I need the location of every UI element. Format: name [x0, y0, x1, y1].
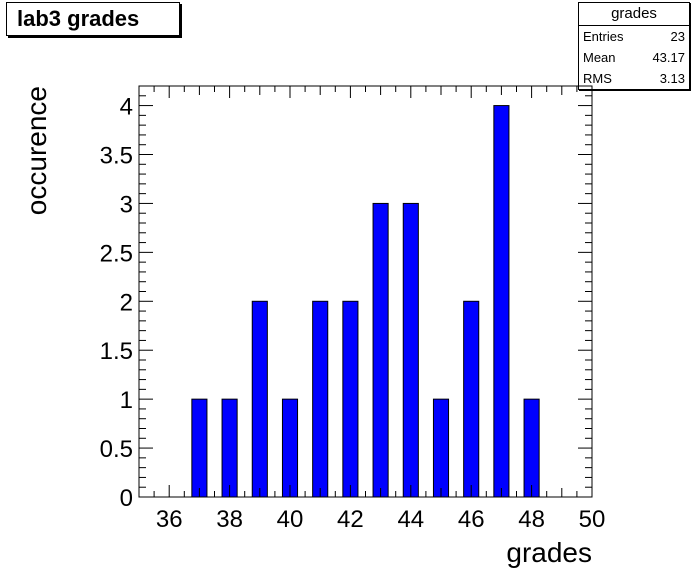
stats-row-rms: RMS 3.13 — [579, 68, 689, 89]
y-tick-label: 1 — [120, 387, 133, 414]
x-axis-label: grades — [506, 537, 592, 568]
x-tick-label: 36 — [156, 506, 183, 533]
y-tick-label: 1.5 — [100, 338, 133, 365]
y-tick-label: 3.5 — [100, 143, 133, 170]
y-tick-label: 0 — [120, 485, 133, 512]
stats-title: grades — [579, 3, 689, 26]
x-tick-label: 44 — [397, 506, 424, 533]
bar — [191, 398, 208, 498]
x-tick-label: 42 — [337, 506, 364, 533]
stats-value: 3.13 — [659, 71, 685, 86]
ticks-group — [138, 85, 593, 498]
stats-box: grades Entries 23 Mean 43.17 RMS 3.13 — [578, 2, 690, 90]
bar — [372, 202, 389, 498]
bar — [312, 300, 329, 498]
bar — [463, 300, 480, 498]
tick-labels-group: 36 38 40 42 44 46 48 50 0 0.5 1 1.5 2 2.5 3 3.5 4 — [100, 94, 606, 533]
bar — [523, 398, 540, 498]
chart-title: lab3 grades — [6, 2, 180, 36]
x-tick-label: 40 — [277, 506, 304, 533]
x-tick-label: 50 — [579, 506, 606, 533]
bar — [342, 300, 359, 498]
bars-group — [191, 105, 540, 498]
stats-row-mean: Mean 43.17 — [579, 47, 689, 68]
bar — [221, 398, 238, 498]
stats-label: RMS — [583, 71, 612, 86]
stats-row-entries: Entries 23 — [579, 26, 689, 47]
bar — [493, 105, 510, 498]
bar — [251, 300, 268, 498]
bar — [402, 202, 419, 498]
x-tick-label: 38 — [216, 506, 243, 533]
y-tick-label: 3 — [120, 191, 133, 218]
stats-value: 43.17 — [652, 50, 685, 65]
x-tick-label: 46 — [458, 506, 485, 533]
y-tick-label: 4 — [120, 94, 133, 121]
stats-label: Entries — [583, 29, 624, 44]
stats-value: 23 — [670, 29, 685, 44]
stats-label: Mean — [583, 50, 616, 65]
x-tick-label: 48 — [518, 506, 545, 533]
y-tick-label: 2 — [120, 289, 133, 316]
bar — [432, 398, 450, 498]
bar — [281, 398, 299, 498]
y-axis-label: occurence — [21, 86, 52, 215]
y-tick-label: 0.5 — [100, 436, 133, 463]
y-tick-label: 2.5 — [100, 240, 133, 267]
